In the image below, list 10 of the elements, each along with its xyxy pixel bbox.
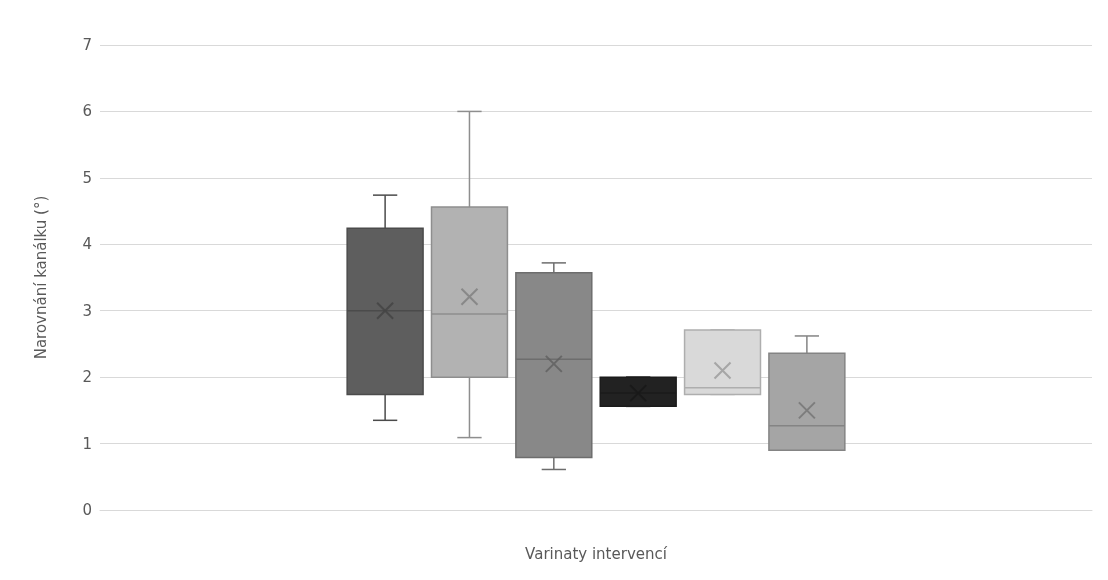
y-tick-label: 1 (82, 434, 92, 453)
y-axis-title: Narovnání kanálku (°) (31, 195, 50, 360)
y-tick-label: 3 (82, 301, 92, 320)
y-tick-label: 4 (82, 235, 92, 254)
y-tick-label: 5 (82, 168, 92, 187)
y-tick-label: 2 (82, 368, 92, 387)
x-axis-title: Varinaty intervencí (525, 544, 668, 563)
y-tick-label: 7 (82, 36, 92, 54)
y-tick-label: 6 (82, 102, 92, 121)
y-tick-label: 0 (82, 501, 92, 519)
